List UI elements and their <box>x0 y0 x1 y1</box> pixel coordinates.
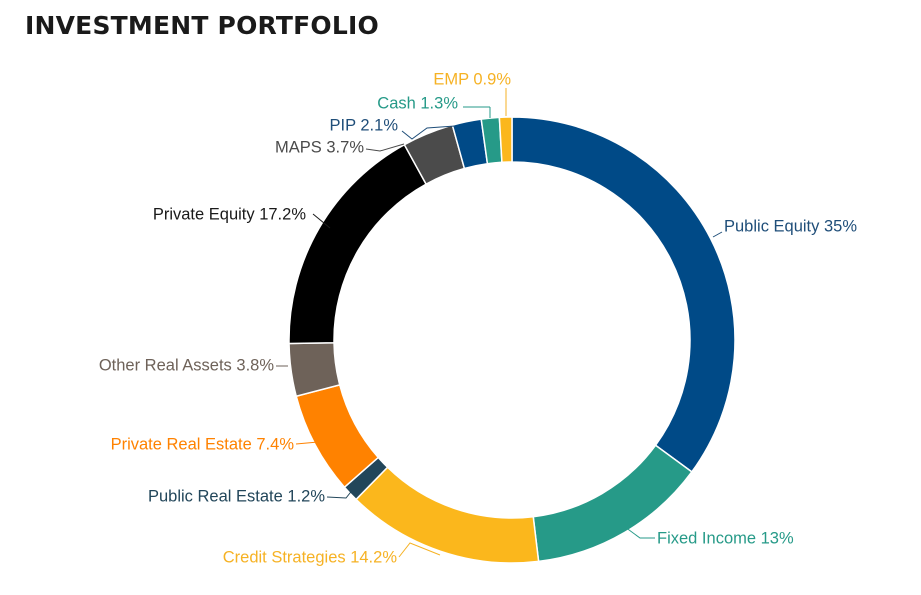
slice-public-0 <box>511 116 736 473</box>
slice-label-3: Public Real Estate 1.2% <box>148 487 325 505</box>
slice-label-10: EMP 0.9% <box>433 70 511 88</box>
leader-line-1 <box>624 526 655 539</box>
leader-line-4 <box>295 441 319 445</box>
slice-labels: Public Equity 35% Fixed Income 13% Credit … <box>99 70 857 566</box>
slice-label-8: PIP 2.1% <box>330 116 399 134</box>
leader-line-6 <box>312 213 331 229</box>
slice-label-7: MAPS 3.7% <box>275 138 364 156</box>
donut-slices <box>288 116 736 564</box>
leader-lines <box>276 88 723 558</box>
slice-label-9: Cash 1.3% <box>377 94 458 112</box>
leader-line-3 <box>326 487 355 499</box>
slice-label-2: Credit Strategies 14.2% <box>223 548 398 566</box>
leader-line-2 <box>398 542 441 558</box>
slice-private-6 <box>288 143 428 345</box>
slice-label-4: Private Real Estate 7.4% <box>111 435 295 453</box>
leader-line-7 <box>365 143 405 152</box>
leader-line-9 <box>463 106 491 118</box>
slice-emp-10 <box>498 116 513 164</box>
page-title: INVESTMENT PORTFOLIO <box>25 11 379 40</box>
leader-line-0 <box>712 231 723 238</box>
slice-label-1: Fixed Income 13% <box>657 529 794 547</box>
leader-line-8 <box>401 125 456 140</box>
slice-label-6: Private Equity 17.2% <box>153 205 306 223</box>
slice-label-5: Other Real Assets 3.8% <box>99 356 274 374</box>
slice-label-0: Public Equity 35% <box>724 217 857 235</box>
